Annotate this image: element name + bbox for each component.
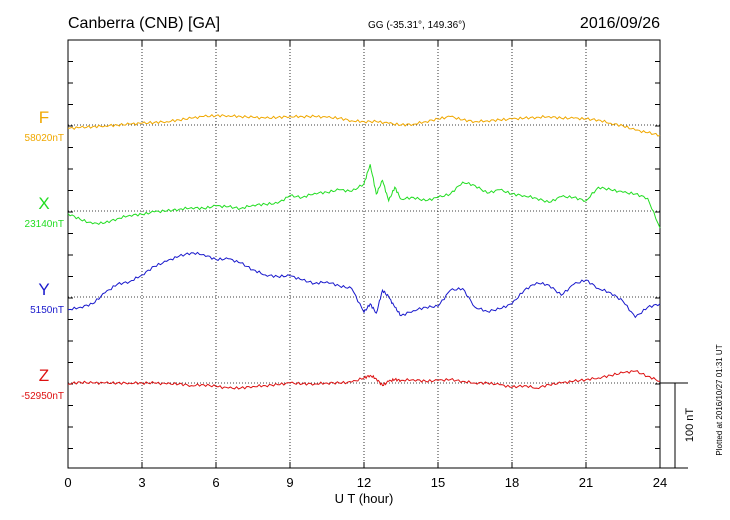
series-baseline-y: 5150nT bbox=[30, 305, 64, 316]
plotted-note: Plotted at 2016/10/27 01:31 UT bbox=[715, 344, 724, 455]
x-tick-label: 18 bbox=[505, 475, 519, 490]
x-tick-labels: 0 3 6 9 12 15 18 21 24 bbox=[64, 475, 667, 490]
scale-bar: 100 nT bbox=[660, 382, 696, 469]
series-line-z bbox=[67, 370, 660, 390]
x-axis-label: U T (hour) bbox=[335, 491, 394, 506]
series-line-y bbox=[67, 251, 661, 319]
x-tick-label: 3 bbox=[138, 475, 145, 490]
series-name-z: Z bbox=[39, 366, 49, 385]
chart-date: 2016/09/26 bbox=[580, 15, 660, 32]
x-tick-label: 24 bbox=[653, 475, 667, 490]
series-baseline-x: 23140nT bbox=[25, 219, 64, 230]
station-coords: GG (-35.31°, 149.36°) bbox=[368, 20, 466, 31]
series-lines bbox=[67, 113, 661, 390]
series-line-x bbox=[67, 164, 661, 229]
series-baseline-z: -52950nT bbox=[21, 391, 64, 402]
x-tick-label: 6 bbox=[212, 475, 219, 490]
series-name-y: Y bbox=[38, 280, 49, 299]
series-line-f bbox=[67, 113, 661, 137]
x-tick-label: 12 bbox=[357, 475, 371, 490]
series-baseline-f: 58020nT bbox=[25, 133, 64, 144]
x-tick-label: 15 bbox=[431, 475, 445, 490]
series-labels: F 58020nT X 23140nT Y 5150nT Z -52950nT bbox=[21, 108, 64, 402]
station-title: Canberra (CNB) [GA] bbox=[68, 15, 220, 32]
x-tick-label: 9 bbox=[286, 475, 293, 490]
grid bbox=[67, 40, 661, 468]
x-tick-label: 21 bbox=[579, 475, 593, 490]
series-name-f: F bbox=[39, 108, 49, 127]
x-tick-label: 0 bbox=[64, 475, 71, 490]
series-name-x: X bbox=[38, 194, 49, 213]
scale-bar-label: 100 nT bbox=[684, 408, 696, 443]
